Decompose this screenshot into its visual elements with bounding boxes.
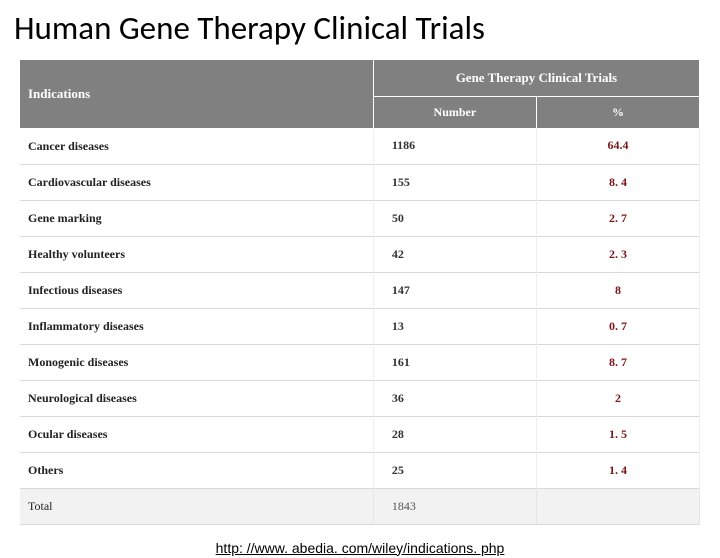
cell-number: 42: [373, 236, 536, 272]
cell-indication: Others: [20, 452, 373, 488]
cell-indication: Cancer diseases: [20, 128, 373, 164]
cell-indication: Infectious diseases: [20, 272, 373, 308]
trials-table: Indications Gene Therapy Clinical Trials…: [20, 60, 700, 525]
cell-number: 13: [373, 308, 536, 344]
table-row: Monogenic diseases1618. 7: [20, 344, 700, 380]
cell-number: 161: [373, 344, 536, 380]
table-row: Infectious diseases1478: [20, 272, 700, 308]
cell-total-percent: [536, 488, 699, 524]
cell-percent: 2. 7: [536, 200, 699, 236]
footer: http: //www. abedia. com/wiley/indicatio…: [20, 539, 700, 558]
cell-percent: 0. 7: [536, 308, 699, 344]
cell-number: 36: [373, 380, 536, 416]
cell-number: 1186: [373, 128, 536, 164]
cell-number: 147: [373, 272, 536, 308]
cell-percent: 2: [536, 380, 699, 416]
cell-percent: 1. 4: [536, 452, 699, 488]
cell-number: 155: [373, 164, 536, 200]
table-body: Cancer diseases118664.4 Cardiovascular d…: [20, 128, 700, 524]
table-row: Inflammatory diseases130. 7: [20, 308, 700, 344]
table-row: Cancer diseases118664.4: [20, 128, 700, 164]
table-row: Healthy volunteers422. 3: [20, 236, 700, 272]
cell-indication: Neurological diseases: [20, 380, 373, 416]
col-percent: %: [536, 97, 699, 129]
cell-number: 28: [373, 416, 536, 452]
cell-indication: Ocular diseases: [20, 416, 373, 452]
cell-indication: Healthy volunteers: [20, 236, 373, 272]
cell-percent: 64.4: [536, 128, 699, 164]
cell-number: 25: [373, 452, 536, 488]
cell-total-label: Total: [20, 488, 373, 524]
cell-percent: 8. 7: [536, 344, 699, 380]
cell-indication: Monogenic diseases: [20, 344, 373, 380]
table-row: Cardiovascular diseases1558. 4: [20, 164, 700, 200]
cell-percent: 1. 5: [536, 416, 699, 452]
cell-percent: 8. 4: [536, 164, 699, 200]
source-link[interactable]: http: //www. abedia. com/wiley/indicatio…: [216, 540, 505, 556]
page-title: Human Gene Therapy Clinical Trials: [14, 8, 700, 48]
total-row: Total1843: [20, 488, 700, 524]
cell-indication: Inflammatory diseases: [20, 308, 373, 344]
cell-total-number: 1843: [373, 488, 536, 524]
cell-percent: 2. 3: [536, 236, 699, 272]
table-row: Ocular diseases281. 5: [20, 416, 700, 452]
cell-indication: Gene marking: [20, 200, 373, 236]
table-row: Gene marking502. 7: [20, 200, 700, 236]
table-row: Others251. 4: [20, 452, 700, 488]
cell-percent: 8: [536, 272, 699, 308]
col-number: Number: [373, 97, 536, 129]
cell-indication: Cardiovascular diseases: [20, 164, 373, 200]
col-group: Gene Therapy Clinical Trials: [373, 60, 699, 97]
table-row: Neurological diseases362: [20, 380, 700, 416]
cell-number: 50: [373, 200, 536, 236]
col-indications: Indications: [20, 60, 373, 128]
